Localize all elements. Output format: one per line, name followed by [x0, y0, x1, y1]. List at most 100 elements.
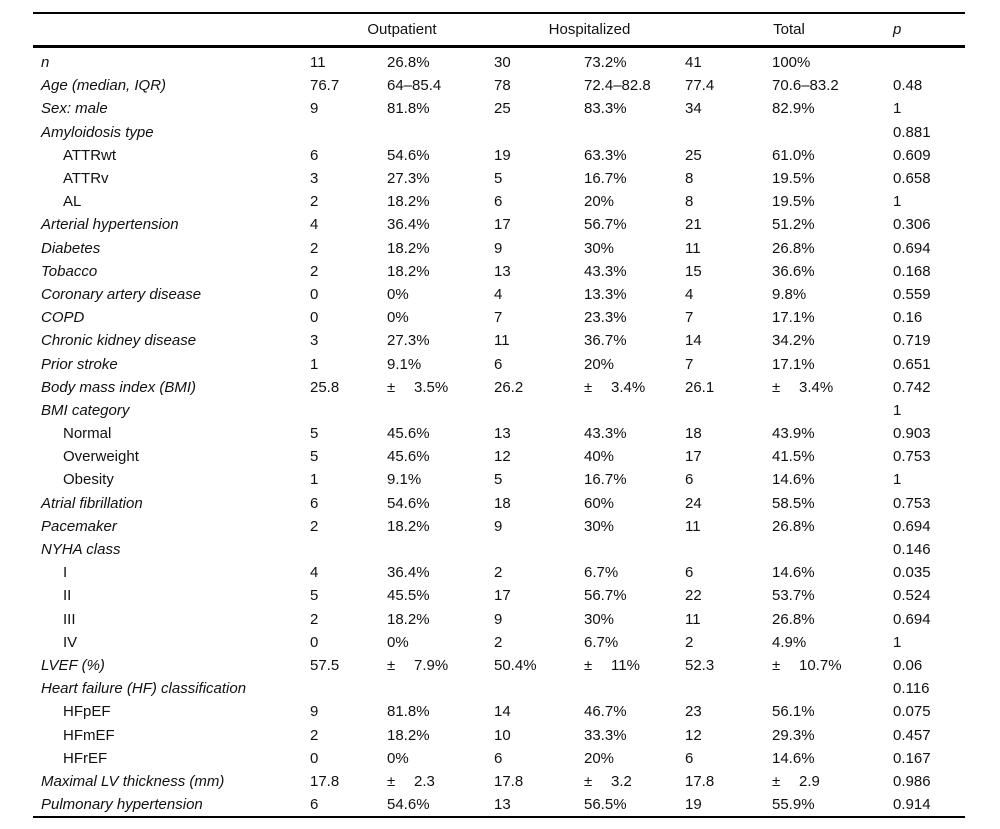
value-cell: 36.4% [387, 564, 430, 582]
value-cell: 13 [494, 425, 511, 443]
table-row: I 4 36.4% 2 6.7% 6 14.6% 0.035 [33, 561, 965, 584]
row-label-cell: Normal [63, 425, 112, 443]
table-row: COPD 0 0% 7 23.3% 7 17.1% 0.16 [33, 306, 965, 329]
value-cell: ±3.4% [772, 378, 834, 396]
value-cell: ±3.5% [387, 378, 449, 396]
table-row: Diabetes 2 18.2% 9 30% 11 26.8% 0.694 [33, 237, 965, 260]
value-cell: 18.2% [387, 262, 430, 280]
value-cell: 81.8% [387, 100, 430, 118]
value-cell: 77.4 [685, 77, 715, 95]
p-value-cell: 0.168 [893, 262, 931, 280]
value-cell [685, 538, 772, 561]
value-cell: 72.4–82.8 [584, 77, 651, 95]
table-row: Normal 5 45.6% 13 43.3% 18 43.9% 0.903 [33, 422, 965, 445]
value-cell [494, 538, 584, 561]
table-row: Age (median, IQR) 76.7 64–85.4 78 72.4–82.8 7… [33, 74, 965, 97]
header-row: Outpatient Hospitalized Total p [33, 13, 965, 48]
value-cell [685, 677, 772, 700]
value-cell [387, 399, 494, 422]
value-cell [310, 538, 387, 561]
value-cell: 52.3 [685, 656, 715, 674]
value-cell: 6 [494, 193, 503, 211]
value-cell: 11 [685, 610, 701, 628]
row-label-cell: BMI category [41, 401, 130, 419]
p-value-cell: 0.742 [893, 378, 931, 396]
value-cell: ±11% [584, 656, 640, 674]
p-value-cell: 0.116 [893, 680, 930, 698]
value-cell: 6 [685, 749, 694, 767]
p-value-cell: 0.457 [893, 726, 931, 744]
value-cell: 23 [685, 703, 702, 721]
table-row: Atrial fibrillation 6 54.6% 18 60% 24 58.5% 0.7… [33, 492, 965, 515]
value-cell: 17.1% [772, 309, 815, 327]
row-label-cell: COPD [41, 309, 85, 327]
value-cell: 12 [685, 726, 702, 744]
p-value-cell: 0.524 [893, 587, 931, 605]
value-cell [772, 399, 893, 422]
p-value-cell: 0.753 [893, 448, 931, 466]
value-cell: 78 [494, 77, 511, 95]
row-label-cell: ATTRwt [63, 146, 117, 164]
table-body: n 11 26.8% 30 73.2% 41 100% Age (median, IQR) 76… [33, 47, 965, 818]
value-cell: 2 [310, 726, 319, 744]
row-label-cell: Body mass index (BMI) [41, 378, 197, 396]
value-cell: 27.3% [387, 170, 430, 188]
value-cell: ±3.4% [584, 378, 646, 396]
value-cell: 26.8% [387, 54, 430, 72]
value-cell: 18 [685, 425, 702, 443]
value-cell: 57.5 [310, 656, 340, 674]
value-cell: 4 [494, 285, 503, 303]
value-cell: 34.2% [772, 332, 815, 350]
value-cell: 17.8 [494, 772, 524, 790]
row-label-cell: I [63, 564, 68, 582]
value-cell: 2 [310, 193, 319, 211]
table-row: BMI category 1 [33, 399, 965, 422]
value-cell: 6 [310, 146, 319, 164]
value-cell: 33.3% [584, 726, 627, 744]
value-cell: 26.8% [772, 239, 815, 257]
value-cell: 43.9% [772, 425, 815, 443]
value-cell: 20% [584, 749, 615, 767]
value-cell [685, 121, 772, 144]
row-label-cell: HFmEF [63, 726, 115, 744]
value-cell: 36.7% [584, 332, 627, 350]
value-cell: 6 [685, 564, 694, 582]
value-cell: 11 [685, 239, 701, 257]
value-cell: 4 [310, 564, 319, 582]
value-cell: 14.6% [772, 471, 815, 489]
value-cell: 19.5% [772, 170, 815, 188]
value-cell: 0% [387, 309, 409, 327]
value-cell: 76.7 [310, 77, 340, 95]
value-cell: 9 [310, 100, 319, 118]
value-cell: 15 [685, 262, 702, 280]
row-label-cell: Sex: male [41, 100, 108, 118]
table-row: Prior stroke 1 9.1% 6 20% 7 17.1% 0.651 [33, 352, 965, 375]
value-cell: 53.7% [772, 587, 815, 605]
p-value-cell: 0.16 [893, 309, 923, 327]
value-cell: 17 [494, 216, 511, 234]
value-cell: 2 [310, 517, 319, 535]
value-cell [685, 399, 772, 422]
value-cell: 60% [584, 494, 615, 512]
value-cell: 6 [685, 471, 694, 489]
value-cell: ±7.9% [387, 656, 449, 674]
p-value-cell: 1 [893, 100, 902, 118]
value-cell: 19.5% [772, 193, 815, 211]
p-value-cell: 0.881 [893, 123, 931, 141]
value-cell: 70.6–83.2 [772, 77, 839, 95]
row-label-cell: AL [63, 193, 82, 211]
p-value-cell: 0.609 [893, 146, 931, 164]
value-cell: 17.1% [772, 355, 815, 373]
value-cell [387, 538, 494, 561]
value-cell: 41 [685, 54, 702, 72]
table-row: Chronic kidney disease 3 27.3% 11 36.7% 14 34.… [33, 329, 965, 352]
table-row: Body mass index (BMI) 25.8 ±3.5% 26.2 ±3.4% 2… [33, 376, 965, 399]
table-header: Outpatient Hospitalized Total p [33, 13, 965, 48]
value-cell: 6 [494, 749, 503, 767]
value-cell: 0% [387, 633, 409, 651]
value-cell: 16.7% [584, 170, 627, 188]
table-row: Coronary artery disease 0 0% 4 13.3% 4 9.8% 0.5… [33, 283, 965, 306]
value-cell: 0 [310, 633, 319, 651]
plus-minus-sign: ± [387, 378, 396, 396]
value-cell: 0% [387, 285, 409, 303]
